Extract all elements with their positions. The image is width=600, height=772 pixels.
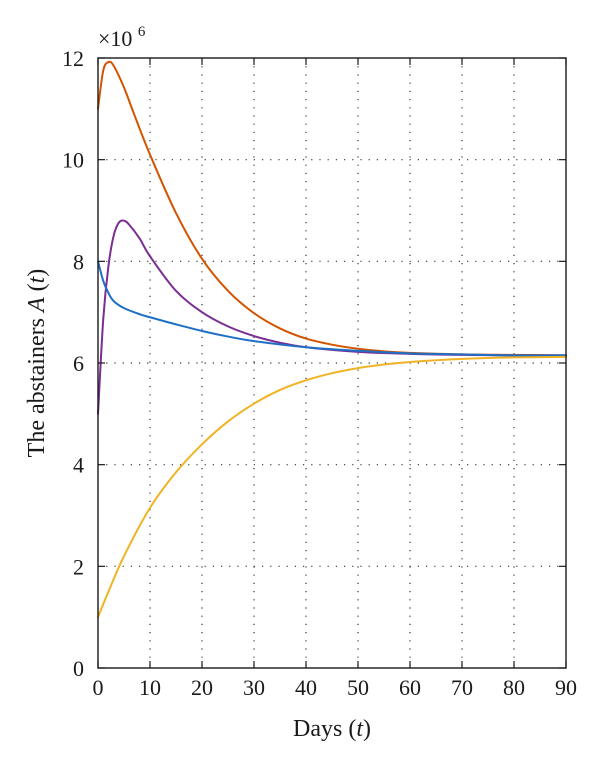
x-tick-label: 10 bbox=[139, 675, 161, 700]
y-tick-label: 4 bbox=[73, 453, 84, 478]
plot-frame bbox=[97, 57, 567, 669]
y-multiplier-exponent: 6 bbox=[138, 24, 146, 40]
x-axis-variable: t bbox=[356, 716, 364, 742]
series-line-4 bbox=[97, 355, 567, 619]
y-axis-variable: t bbox=[24, 275, 50, 283]
y-multiplier-base: ×10 bbox=[98, 26, 132, 51]
x-tick-label: 40 bbox=[295, 675, 317, 700]
series-line-3 bbox=[97, 260, 567, 357]
y-axis-label-text: The abstainers bbox=[24, 318, 50, 457]
series-line-1 bbox=[97, 60, 567, 357]
y-tick-label: 6 bbox=[73, 351, 84, 376]
x-tick-label: 80 bbox=[503, 675, 525, 700]
y-axis-function: A bbox=[24, 297, 50, 314]
y-tick-label: 8 bbox=[73, 249, 84, 274]
grid bbox=[98, 58, 566, 668]
x-tick-label: 0 bbox=[93, 675, 104, 700]
x-tick-label: 50 bbox=[347, 675, 369, 700]
tick-labels: 0 10 20 30 40 50 60 70 80 90 0 2 4 6 8 10 12 bbox=[62, 46, 577, 700]
series-group bbox=[97, 60, 567, 619]
x-axis-label-text: Days bbox=[293, 716, 342, 742]
series-line-2 bbox=[97, 219, 567, 415]
x-tick-label: 90 bbox=[555, 675, 577, 700]
y-tick-label: 12 bbox=[62, 46, 84, 71]
x-tick-label: 70 bbox=[451, 675, 473, 700]
y-axis-label: The abstainers A (t) bbox=[24, 269, 50, 458]
y-multiplier: ×10 6 bbox=[98, 24, 146, 51]
y-tick-label: 2 bbox=[73, 554, 84, 579]
x-tick-label: 20 bbox=[191, 675, 213, 700]
x-tick-label: 30 bbox=[243, 675, 265, 700]
ticks bbox=[97, 57, 567, 669]
x-tick-label: 60 bbox=[399, 675, 421, 700]
y-tick-label: 0 bbox=[73, 656, 84, 681]
x-axis-label: Days (t) bbox=[293, 716, 371, 742]
y-tick-label: 10 bbox=[62, 148, 84, 173]
